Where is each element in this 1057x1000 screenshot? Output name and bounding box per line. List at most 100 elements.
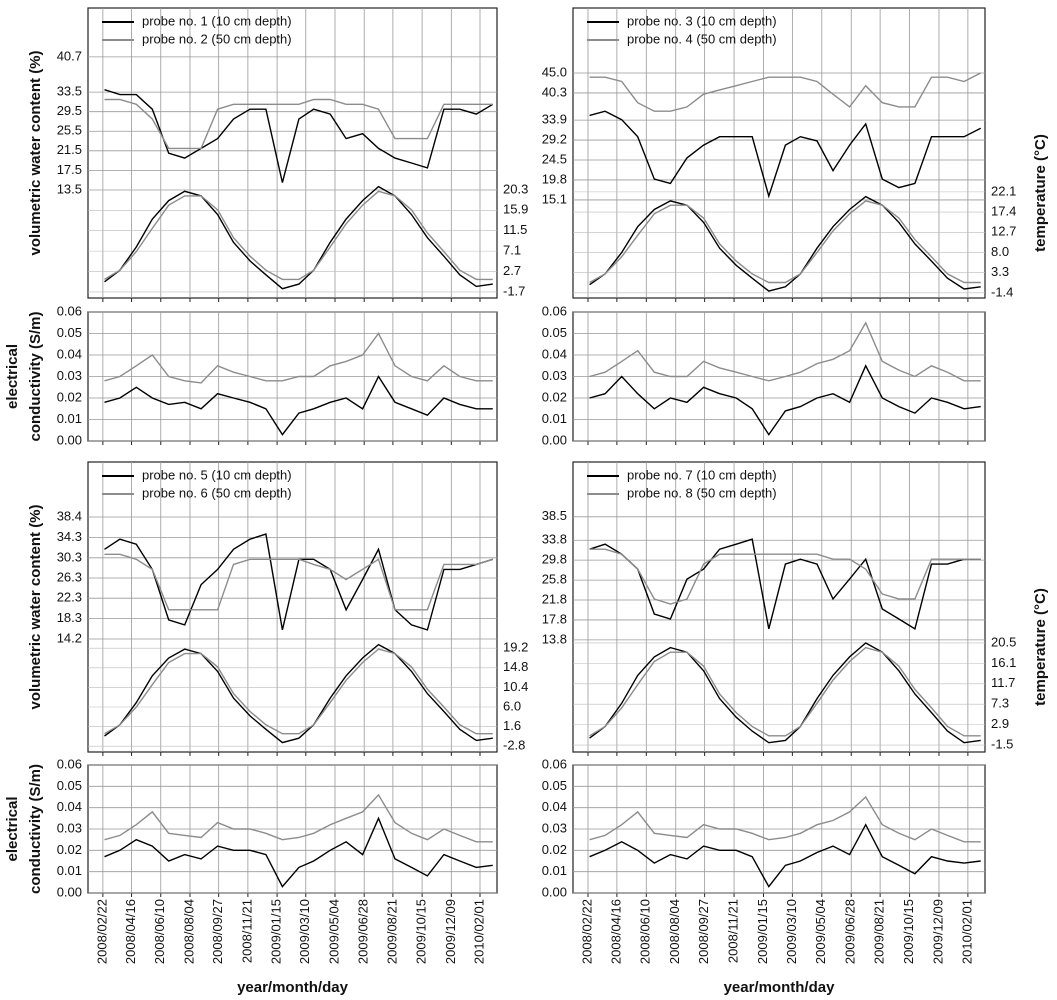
y-tick-label: 38.4 <box>57 508 82 523</box>
series-line <box>589 364 981 436</box>
y-tick-label: 17.8 <box>542 611 567 626</box>
x-tick-label: 2009/06/28 <box>356 899 371 964</box>
y-tick-label: 25.5 <box>57 123 82 138</box>
x-tick-label: 2008/09/27 <box>696 899 711 964</box>
plot-frame <box>87 7 498 299</box>
y-tick-label: 21.5 <box>57 142 82 157</box>
y2-tick-label: 12.7 <box>991 224 1016 239</box>
y-tick-label: 0.01 <box>542 411 567 426</box>
y-tick-label: 14.2 <box>57 630 82 645</box>
x-tick-label: 2008/08/04 <box>667 899 682 964</box>
y2-tick-label: 2.7 <box>503 263 521 278</box>
plot-frame <box>572 461 986 753</box>
y2-tick-label: 8.0 <box>991 244 1009 259</box>
y-tick-label: 22.3 <box>57 590 82 605</box>
y-tick-label: 0.03 <box>542 820 567 835</box>
series-line <box>104 89 494 183</box>
y2-tick-label: 19.2 <box>503 640 528 655</box>
y-tick-label: 15.1 <box>542 191 567 206</box>
y-axis-label: conductivity (S/m) <box>27 311 44 441</box>
y-tick-label: 0.02 <box>57 842 82 857</box>
y-tick-label: 30.3 <box>57 549 82 564</box>
legend-label: probe no. 3 (10 cm depth) <box>627 13 777 28</box>
y2-tick-label: 17.4 <box>991 204 1016 219</box>
y-tick-label: 0.02 <box>57 389 82 404</box>
x-tick-label: 2008/06/10 <box>152 899 167 964</box>
y-tick-label: 13.5 <box>57 181 82 196</box>
y-tick-label: 0.04 <box>542 346 567 361</box>
x-tick-label: 2009/03/10 <box>297 899 312 964</box>
x-tick-label: 2008/02/22 <box>579 899 594 964</box>
x-tick-label: 2009/06/28 <box>843 899 858 964</box>
x-tick-label: 2008/11/21 <box>725 899 740 963</box>
series-line <box>589 200 981 284</box>
y-tick-label: 34.3 <box>57 529 82 544</box>
series-line <box>104 190 493 281</box>
y-tick-label: 0.00 <box>57 432 82 447</box>
y-tick-label: 33.8 <box>542 532 567 547</box>
x-tick-label: 2009/01/15 <box>755 899 770 964</box>
y-tick-label: 19.8 <box>542 171 567 186</box>
x-tick-label: 2008/08/04 <box>181 899 196 964</box>
y2-tick-label: -1.4 <box>991 284 1013 299</box>
y-tick-label: 33.9 <box>542 112 567 127</box>
y-axis-label: volumetric water content (%) <box>27 50 44 255</box>
y-axis-label: volumetric water content (%) <box>27 504 44 709</box>
y-tick-label: 29.2 <box>542 131 567 146</box>
plot-frame <box>572 7 986 299</box>
y-tick-label: 33.5 <box>57 84 82 99</box>
series-line <box>589 795 981 843</box>
y-tick-label: 38.5 <box>542 508 567 523</box>
x-tick-label: 2008/04/16 <box>123 899 138 964</box>
y2-tick-label: 11.7 <box>991 675 1015 690</box>
legend-label: probe no. 7 (10 cm depth) <box>627 467 777 482</box>
x-tick-label: 2009/03/10 <box>784 899 799 964</box>
x-tick-label: 2010/02/01 <box>959 899 974 964</box>
series-line <box>589 646 981 737</box>
series-line <box>104 375 493 436</box>
series-line <box>104 648 493 735</box>
series-line <box>104 643 493 744</box>
y2-tick-label: 3.3 <box>991 264 1009 279</box>
series-line <box>589 823 981 888</box>
y2-tick-label: -2.8 <box>503 738 525 753</box>
y-tick-label: 29.8 <box>542 552 567 567</box>
y-tick-label: 45.0 <box>542 64 567 79</box>
y-tick-label: 0.05 <box>57 325 82 340</box>
y-tick-label: 0.03 <box>542 368 567 383</box>
y-tick-label: 0.05 <box>542 778 567 793</box>
y-tick-label: 0.04 <box>542 799 567 814</box>
series-line <box>104 332 493 384</box>
y2-tick-label: 6.0 <box>503 698 521 713</box>
legend-label: probe no. 6 (50 cm depth) <box>142 485 292 500</box>
y-tick-label: 0.04 <box>57 346 82 361</box>
y-tick-label: 0.03 <box>57 820 82 835</box>
y-tick-label: 0.05 <box>542 325 567 340</box>
series-line <box>589 72 982 112</box>
y2-axis-label: temperature (°C) <box>1032 588 1049 706</box>
x-axis-label: year/month/day <box>724 979 836 996</box>
y2-axis-label: temperature (°C) <box>1032 134 1049 252</box>
x-tick-label: 2009/10/15 <box>414 899 429 964</box>
y-tick-label: 0.06 <box>57 756 82 771</box>
y-tick-label: 24.5 <box>542 151 567 166</box>
series-line <box>589 321 981 382</box>
legend-label: probe no. 1 (10 cm depth) <box>142 13 292 28</box>
series-line <box>104 793 493 843</box>
legend-label: probe no. 5 (10 cm depth) <box>142 467 292 482</box>
x-tick-label: 2009/05/04 <box>813 899 828 964</box>
x-tick-label: 2008/04/16 <box>608 899 623 964</box>
series-line <box>104 98 493 150</box>
x-tick-label: 2009/08/21 <box>384 899 399 964</box>
y2-tick-label: 15.9 <box>503 202 528 217</box>
y2-tick-label: 20.5 <box>991 634 1016 649</box>
y-tick-label: 0.03 <box>57 368 82 383</box>
y-tick-label: 0.01 <box>542 863 567 878</box>
series-line <box>589 195 981 292</box>
x-tick-label: 2008/11/21 <box>239 899 254 963</box>
x-tick-label: 2009/10/15 <box>901 899 916 964</box>
series-line <box>589 110 982 199</box>
y2-tick-label: 1.6 <box>503 718 521 733</box>
